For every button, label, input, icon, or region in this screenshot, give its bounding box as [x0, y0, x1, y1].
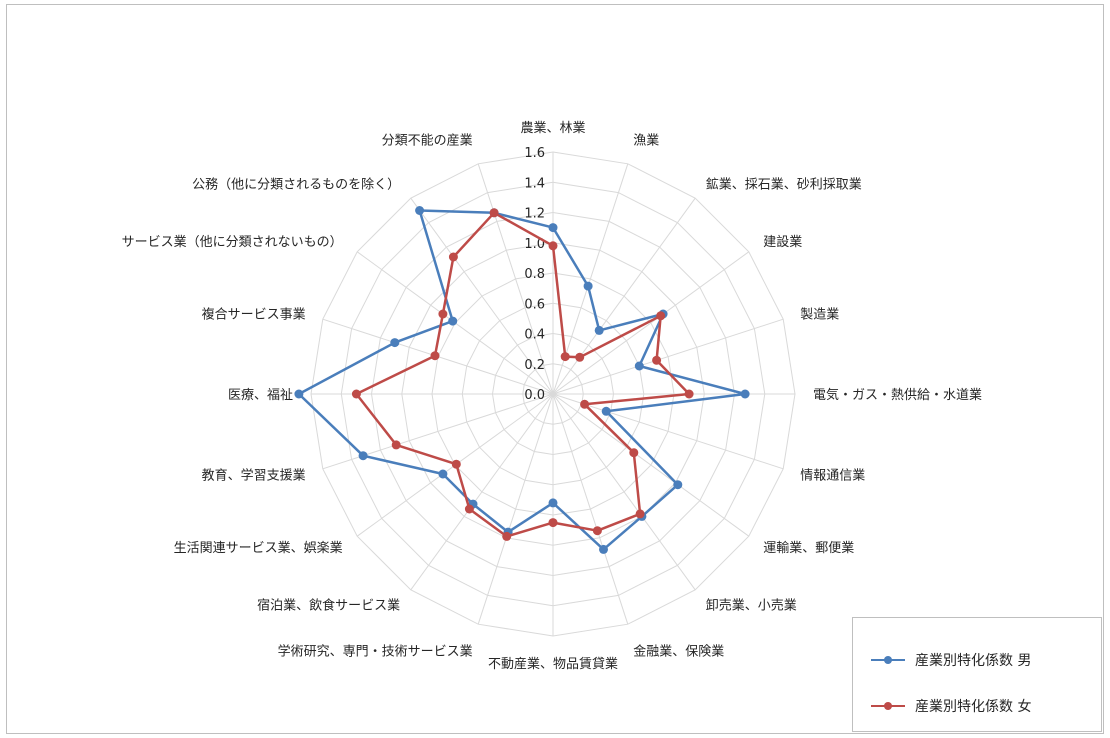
- tick-label: 1.0: [524, 237, 545, 252]
- category-label: サービス業（他に分類されないもの）: [122, 234, 343, 250]
- legend-swatch-female: [871, 696, 905, 716]
- data-point: [548, 241, 558, 251]
- grid-spoke: [410, 393, 554, 591]
- data-point: [583, 281, 593, 291]
- data-point: [448, 252, 458, 262]
- grid-spoke: [552, 393, 750, 537]
- grid-spoke: [552, 393, 784, 470]
- category-label: 不動産業、物品賃貸業: [488, 656, 618, 672]
- category-label: 教育、学習支援業: [202, 467, 306, 483]
- category-label: 鉱業、採石業、砂利採取業: [706, 177, 862, 193]
- grid-spoke: [552, 318, 784, 395]
- category-label: 宿泊業、飲食サービス業: [257, 597, 400, 613]
- data-point: [634, 361, 644, 371]
- legend: 産業別特化係数 男 産業別特化係数 女: [852, 617, 1102, 732]
- series-1: [351, 208, 694, 541]
- data-point: [351, 389, 361, 399]
- grid-spoke: [552, 393, 696, 591]
- category-label: 農業、林業: [520, 120, 585, 136]
- tick-label: 0.8: [524, 267, 545, 282]
- category-label: 金融業、保険業: [633, 643, 724, 659]
- data-point: [438, 309, 448, 319]
- category-label: 複合サービス事業: [202, 307, 306, 323]
- grid-spoke: [552, 251, 750, 395]
- data-point: [560, 352, 570, 362]
- grid-spoke: [477, 163, 554, 395]
- tick-label: 0.4: [524, 328, 545, 343]
- data-point: [594, 325, 604, 335]
- tick-label: 0.2: [524, 358, 545, 373]
- data-point: [358, 451, 368, 461]
- data-point: [548, 518, 558, 528]
- category-label: 学術研究、専門・技術サービス業: [278, 643, 473, 659]
- tick-label: 0.6: [524, 297, 545, 312]
- category-label: 公務（他に分類されるものを除く）: [192, 178, 400, 193]
- legend-item-male: 産業別特化係数 男: [871, 650, 1031, 670]
- radial-tick-labels: 0.0 0.2 0.4 0.6 0.8 1.0 1.2 1.4 1.6: [524, 146, 545, 403]
- legend-label-female: 産業別特化係数 女: [915, 699, 1032, 715]
- category-label: 電気・ガス・熱供給・水道業: [813, 387, 982, 403]
- data-point: [652, 355, 662, 365]
- data-point: [390, 338, 400, 348]
- data-point: [548, 498, 558, 508]
- data-point: [464, 504, 474, 514]
- data-point: [601, 406, 611, 416]
- series-0: [294, 206, 750, 554]
- series-line: [297, 209, 747, 551]
- grid-spoke: [410, 197, 554, 395]
- data-point: [673, 480, 683, 490]
- legend-label-male: 産業別特化係数 男: [915, 653, 1032, 669]
- category-label: 分類不能の産業: [382, 133, 473, 149]
- data-point: [548, 223, 558, 233]
- category-label: 卸売業、小売業: [706, 597, 797, 613]
- series-layer: [294, 206, 750, 554]
- data-point: [656, 311, 666, 321]
- category-labels: 農業、林業漁業鉱業、採石業、砂利採取業建設業製造業電気・ガス・熱供給・水道業情報…: [122, 120, 982, 672]
- data-point: [448, 316, 458, 326]
- category-label: 医療、福祉: [228, 388, 293, 403]
- category-label: 運輸業、郵便業: [763, 540, 854, 556]
- data-point: [635, 509, 645, 519]
- data-point: [451, 459, 461, 469]
- category-label: 情報通信業: [800, 467, 865, 483]
- data-point: [740, 389, 750, 399]
- grid-spoke: [552, 393, 629, 625]
- data-point: [438, 469, 448, 479]
- data-point: [430, 351, 440, 361]
- data-point: [502, 531, 512, 541]
- category-label: 生活関連サービス業、娯楽業: [174, 540, 343, 556]
- data-point: [580, 399, 590, 409]
- data-point: [629, 448, 639, 458]
- grid-spoke: [552, 197, 696, 395]
- data-point: [575, 352, 585, 362]
- legend-swatch-male: [871, 650, 905, 670]
- tick-label: 1.4: [524, 176, 545, 191]
- data-point: [294, 389, 304, 399]
- data-point: [415, 206, 425, 215]
- data-point: [391, 440, 401, 450]
- tick-label: 1.2: [524, 207, 545, 222]
- tick-label: 0.0: [524, 388, 545, 403]
- chart-frame: [6, 4, 1104, 734]
- legend-item-female: 産業別特化係数 女: [871, 696, 1031, 716]
- grid-spoke: [477, 393, 554, 625]
- category-label: 漁業: [633, 133, 659, 149]
- data-point: [684, 389, 694, 399]
- category-label: 製造業: [800, 307, 839, 323]
- data-point: [599, 544, 608, 554]
- category-label: 建設業: [763, 234, 802, 250]
- data-point: [592, 526, 602, 536]
- data-point: [489, 208, 499, 218]
- tick-label: 1.6: [524, 146, 545, 161]
